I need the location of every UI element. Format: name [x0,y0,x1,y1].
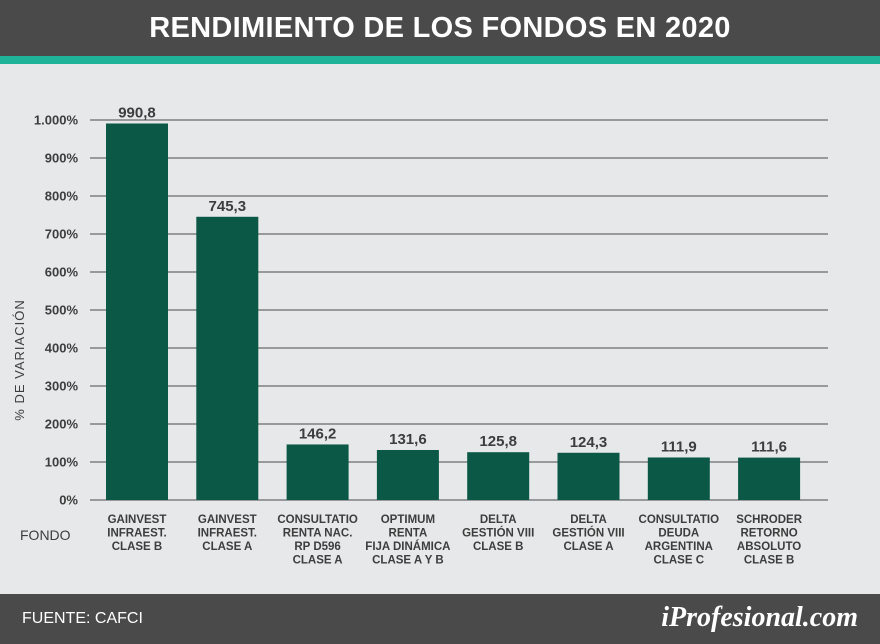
value-label: 124,3 [570,434,608,451]
category-label-line: DEUDA [658,528,699,540]
value-label: 111,6 [751,439,787,456]
y-tick-label: 100% [45,455,79,470]
category-label: DELTA GESTIÓN VIII CLASE A [552,514,624,553]
value-label: 745,3 [209,198,247,215]
value-label: 131,6 [389,431,427,448]
source-note: FUENTE: CAFCI [22,610,143,627]
bars [106,123,801,500]
bar-chart: 0% 100% 200% 300% 400% 500% 600% 700% 800% 900% 1.… [12,104,828,567]
value-label: 990,8 [118,104,156,121]
bar [106,123,168,500]
category-label-line: INFRAEST. [198,528,257,540]
category-label-line: DELTA [480,514,517,526]
category-label-line: RP D596 [294,541,340,553]
y-axis-ticks: 0% 100% 200% 300% 400% 500% 600% 700% 800% 900% 1.… [34,113,79,508]
y-tick-label: 400% [45,341,79,356]
bar [557,452,620,500]
brand-logo: iProfesional.com [661,602,858,633]
category-label-line: INFRAEST. [107,528,166,540]
bar [467,452,530,500]
category-label-line: CONSULTATIO [639,514,720,526]
category-label-line: CLASE A [202,541,252,553]
category-label-line: FIJA DINÁMICA [365,540,450,553]
y-tick-label: 500% [45,303,79,318]
category-label-line: RENTA NAC. [283,528,353,540]
y-tick-label: 900% [45,151,79,166]
category-label: CONSULTATIO DEUDA ARGENTINA CLASE C [639,514,720,567]
bar [376,449,439,500]
category-label-line: GESTIÓN VIII [462,527,534,540]
category-label-line: RENTA [389,528,428,540]
category-label: DELTA GESTIÓN VIII CLASE B [462,514,534,553]
category-label-line: GAINVEST [108,514,167,526]
category-label: SCHRODER RETORNO ABSOLUTO CLASE B [736,514,803,567]
accent-stripe [0,56,880,64]
chart-title: RENDIMIENTO DE LOS FONDOS EN 2020 [149,11,731,44]
category-label-line: RETORNO [740,528,797,540]
category-label-line: CLASE B [112,541,162,553]
bar [286,444,349,500]
category-label: GAINVEST INFRAEST. CLASE A [198,514,257,553]
category-label-line: ARGENTINA [645,541,713,553]
category-label-line: OPTIMUM [381,514,435,526]
category-label-line: CLASE B [744,555,794,567]
value-label: 146,2 [299,425,337,442]
category-label: OPTIMUM RENTA FIJA DINÁMICA CLASE A Y B [365,514,450,567]
value-labels: 990,8 745,3 146,2 131,6 125,8 124,3 111,9 111,6 [118,104,787,455]
bar [196,216,259,500]
y-tick-label: 300% [45,379,79,394]
category-label-line: CLASE C [654,555,704,567]
category-label-line: CONSULTATIO [277,514,358,526]
category-label-line: ABSOLUTO [737,541,801,553]
category-label-line: CLASE A [293,555,343,567]
bar [647,457,710,500]
category-label-line: SCHRODER [736,514,803,526]
category-label-line: CLASE A [563,541,613,553]
category-label-line: GESTIÓN VIII [552,527,624,540]
y-tick-label: 1.000% [34,113,79,128]
category-label: CONSULTATIO RENTA NAC. RP D596 CLASE A [277,514,358,567]
category-label-line: CLASE B [473,541,523,553]
value-label: 111,9 [661,438,697,455]
y-tick-label: 600% [45,265,79,280]
y-axis-title: % DE VARIACIÓN [12,299,27,420]
y-tick-label: 800% [45,189,79,204]
x-axis-title: FONDO [20,527,71,543]
category-label-line: DELTA [570,514,607,526]
category-label-line: CLASE A Y B [372,555,444,567]
bar [738,457,801,500]
y-tick-label: 0% [59,493,78,508]
category-label-line: GAINVEST [198,514,257,526]
header: RENDIMIENTO DE LOS FONDOS EN 2020 [0,0,880,56]
category-label: GAINVEST INFRAEST. CLASE B [107,514,166,553]
footer: FUENTE: CAFCI iProfesional.com [0,594,880,644]
y-tick-label: 700% [45,227,79,242]
y-tick-label: 200% [45,417,79,432]
value-label: 125,8 [479,433,517,450]
